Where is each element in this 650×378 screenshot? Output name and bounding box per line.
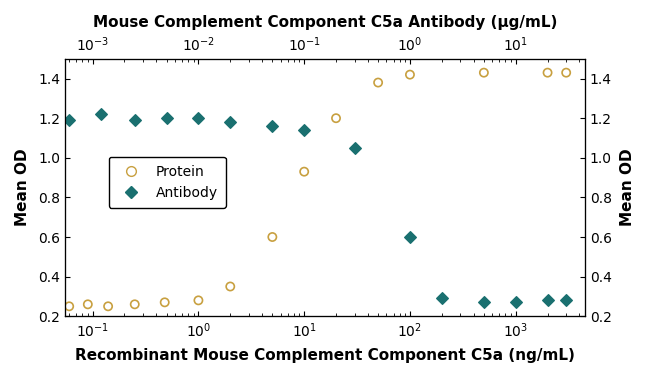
Point (542, 70, 552, 76)
Point (129, 117, 140, 123)
Point (225, 284, 235, 290)
Point (225, 119, 235, 125)
X-axis label: Recombinant Mouse Complement Component C5a (ng/mL): Recombinant Mouse Complement Component C… (75, 348, 575, 363)
Point (299, 169, 309, 175)
Point (542, 297, 552, 304)
X-axis label: Mouse Complement Component C5a Antibody (μg/mL): Mouse Complement Component C5a Antibody … (93, 15, 557, 30)
Legend: Protein, Antibody: Protein, Antibody (109, 156, 226, 208)
Point (103, 303, 113, 309)
Point (405, 71, 415, 77)
Point (193, 297, 203, 304)
Point (437, 295, 447, 301)
Point (373, 79, 384, 85)
Point (510, 299, 521, 305)
Point (267, 234, 278, 240)
Point (299, 127, 309, 133)
Point (161, 115, 172, 121)
Point (83, 301, 93, 307)
Point (478, 70, 489, 76)
Point (96, 111, 106, 117)
Point (267, 123, 278, 129)
Point (331, 115, 341, 121)
Point (129, 301, 140, 307)
Point (561, 70, 571, 76)
Point (193, 115, 203, 121)
Point (561, 297, 571, 304)
Point (64, 117, 74, 123)
Point (405, 234, 415, 240)
Y-axis label: Mean OD: Mean OD (15, 149, 30, 226)
Point (64, 303, 74, 309)
Point (478, 299, 489, 305)
Point (350, 145, 360, 151)
Point (159, 299, 170, 305)
Y-axis label: Mean OD: Mean OD (620, 149, 635, 226)
